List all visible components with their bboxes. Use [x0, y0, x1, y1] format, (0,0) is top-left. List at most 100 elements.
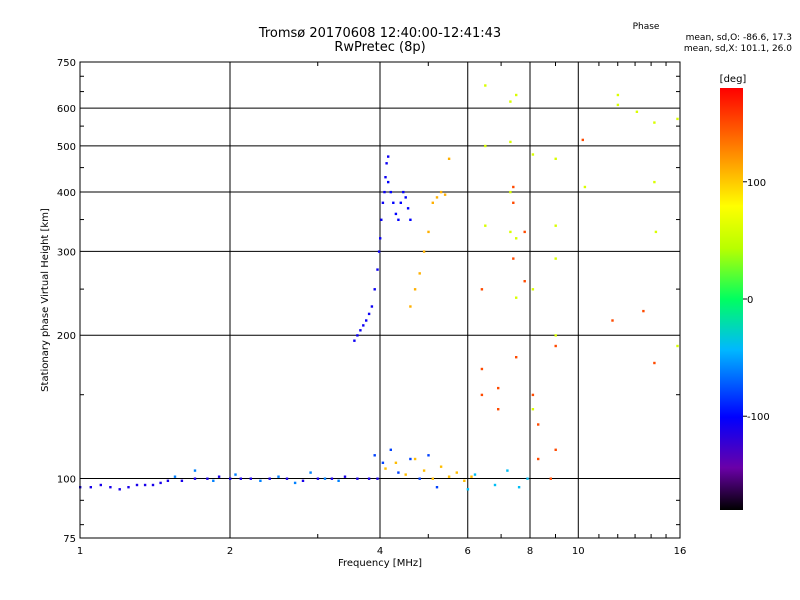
data-point: [109, 486, 112, 489]
data-point: [439, 465, 443, 468]
data-point: [359, 329, 362, 332]
data-point: [409, 218, 412, 221]
data-point: [447, 157, 451, 160]
x-tick-label: 6: [465, 546, 471, 557]
data-point: [497, 386, 500, 390]
data-point: [399, 201, 402, 204]
colorbar-tick-label: 100: [747, 178, 766, 189]
data-point: [173, 475, 177, 478]
phase-summary-o: mean, sd,O: -86.6, 17.3: [685, 33, 792, 43]
data-point: [356, 334, 359, 337]
data-point: [509, 230, 512, 234]
x-tick-label: 2: [227, 546, 233, 557]
data-point: [523, 280, 526, 283]
data-point: [531, 153, 535, 156]
phase-summary-x: mean, sd,X: 101.1, 26.0: [683, 44, 792, 54]
data-point: [180, 479, 184, 482]
data-point: [143, 483, 147, 487]
data-point: [397, 471, 400, 474]
data-point: [385, 162, 388, 165]
data-point: [497, 408, 500, 411]
data-point: [259, 479, 262, 482]
data-point: [473, 473, 477, 476]
data-point: [493, 483, 497, 487]
colorbar-tick-label: 0: [747, 295, 753, 306]
data-point: [506, 469, 509, 472]
data-point: [484, 224, 487, 227]
data-point: [166, 479, 170, 482]
data-point: [330, 477, 334, 480]
data-point: [229, 477, 232, 480]
data-point: [384, 467, 387, 470]
data-point: [159, 481, 162, 485]
data-point: [427, 230, 430, 234]
data-point: [515, 296, 518, 299]
data-point: [583, 185, 587, 189]
data-point: [537, 457, 540, 461]
data-point: [549, 477, 552, 480]
data-point: [554, 448, 557, 451]
data-point: [523, 230, 526, 234]
data-point: [554, 157, 557, 160]
x-axis-label: Frequency [MHz]: [338, 558, 422, 569]
data-point: [99, 483, 102, 487]
data-point: [512, 185, 515, 189]
data-point: [387, 180, 390, 184]
data-point: [418, 477, 421, 480]
data-point: [367, 477, 371, 480]
data-point: [381, 461, 385, 464]
data-point: [402, 190, 405, 194]
data-point: [380, 218, 383, 221]
data-point: [537, 423, 540, 426]
data-point: [394, 461, 398, 464]
data-point: [206, 477, 209, 480]
data-point: [376, 477, 379, 480]
chart-title: Tromsø 20170608 12:40:00-12:41:43: [258, 26, 502, 41]
data-point: [234, 473, 237, 476]
data-point: [470, 475, 473, 478]
data-point: [323, 477, 327, 480]
data-point: [463, 479, 466, 482]
data-point: [654, 230, 658, 234]
data-point: [466, 488, 470, 491]
data-point: [389, 190, 392, 194]
data-point: [384, 176, 387, 179]
colorbar-tick-label: -100: [747, 412, 770, 423]
data-point: [512, 201, 515, 204]
x-tick-label: 8: [527, 546, 533, 557]
data-point: [381, 201, 385, 204]
data-point: [642, 309, 645, 313]
data-point: [249, 477, 252, 480]
y-tick-label: 400: [57, 188, 76, 199]
data-point: [431, 201, 434, 204]
data-point: [394, 212, 398, 216]
data-point: [151, 483, 155, 487]
data-point: [554, 224, 557, 227]
y-axis: 75 100 200 300 400 500 600 750: [57, 58, 680, 545]
plot-frame: [79, 61, 681, 539]
data-point: [653, 121, 656, 124]
data-point: [268, 477, 271, 480]
data-point: [581, 138, 584, 142]
data-point: [309, 471, 312, 474]
data-point: [193, 469, 197, 472]
y-axis-label: Stationary phase Virtual Height [km]: [40, 208, 51, 392]
data-point: [439, 190, 443, 194]
data-point: [376, 268, 379, 271]
x-tick-label: 16: [674, 546, 687, 557]
data-point: [616, 103, 620, 107]
data-point: [480, 367, 484, 371]
data-point: [480, 288, 484, 291]
data-point: [413, 457, 417, 461]
data-point: [397, 218, 400, 221]
data-point: [443, 193, 447, 196]
data-point: [435, 486, 439, 489]
data-point: [509, 100, 512, 103]
data-point: [377, 250, 381, 253]
x-tick-label: 10: [572, 546, 585, 557]
data-point: [362, 324, 365, 327]
data-point: [373, 288, 376, 291]
data-point: [455, 471, 458, 474]
data-point: [515, 237, 518, 240]
